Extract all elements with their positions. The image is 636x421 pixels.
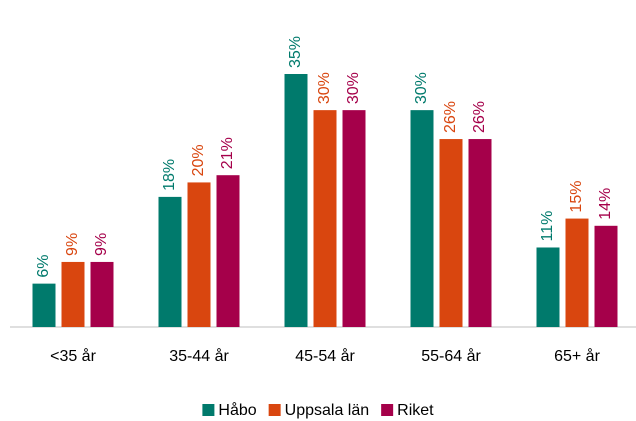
bar bbox=[313, 110, 337, 328]
bar bbox=[158, 196, 182, 327]
data-label: 30% bbox=[413, 72, 430, 104]
data-label: 14% bbox=[597, 188, 614, 220]
data-label: 18% bbox=[161, 159, 178, 191]
legend-swatch bbox=[381, 404, 394, 416]
data-label: 20% bbox=[190, 144, 207, 176]
bar bbox=[536, 247, 560, 327]
legend-swatch bbox=[268, 404, 281, 416]
x-tick-label: <35 år bbox=[50, 347, 96, 365]
x-tick-label: 55-64 år bbox=[421, 347, 481, 365]
data-label: 11% bbox=[539, 211, 556, 242]
legend-label: Uppsala län bbox=[285, 402, 370, 419]
data-label: 9% bbox=[93, 233, 110, 256]
bar bbox=[594, 225, 618, 327]
data-label: 26% bbox=[471, 101, 488, 133]
bar bbox=[565, 218, 589, 327]
data-label: 9% bbox=[64, 233, 81, 256]
data-label: 15% bbox=[568, 181, 585, 213]
data-label: 6% bbox=[35, 255, 52, 278]
bar bbox=[90, 261, 114, 327]
x-tick-label: 65+ år bbox=[554, 347, 600, 365]
bar bbox=[32, 283, 56, 327]
bar bbox=[187, 182, 211, 327]
bar bbox=[468, 139, 492, 327]
bar bbox=[216, 175, 240, 327]
bar bbox=[61, 261, 85, 327]
legend-label: Riket bbox=[397, 402, 434, 419]
bar bbox=[284, 74, 308, 327]
data-label: 26% bbox=[442, 101, 459, 133]
bar bbox=[342, 110, 366, 328]
data-label: 21% bbox=[219, 137, 236, 169]
data-label: 35% bbox=[287, 36, 304, 68]
legend-swatch bbox=[202, 404, 215, 416]
bar bbox=[439, 139, 463, 327]
data-label: 30% bbox=[345, 72, 362, 104]
legend-label: Håbo bbox=[218, 401, 256, 419]
data-label: 30% bbox=[316, 72, 333, 104]
bar bbox=[410, 110, 434, 328]
x-tick-label: 45-54 år bbox=[295, 347, 355, 365]
x-tick-label: 35-44 år bbox=[169, 347, 229, 365]
